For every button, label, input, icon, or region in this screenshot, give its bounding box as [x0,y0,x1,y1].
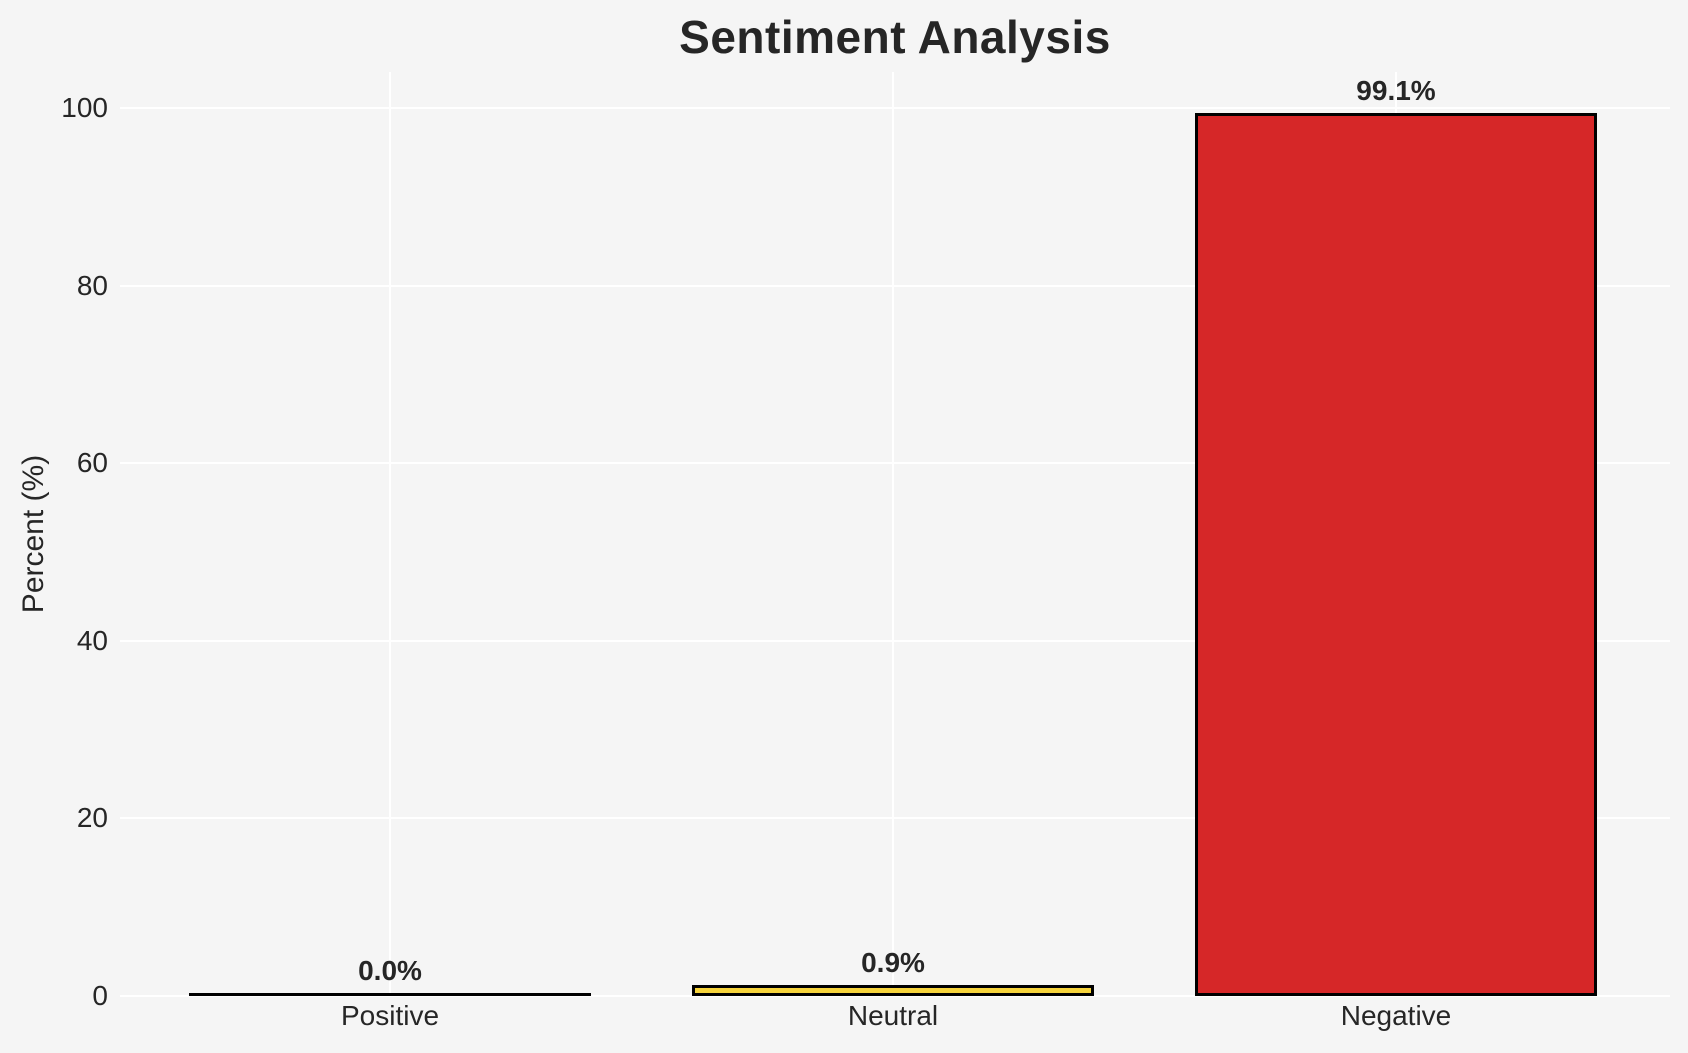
bar-negative [1195,113,1597,996]
y-tick-label: 20 [76,802,108,834]
v-gridline-neutral [892,72,894,996]
y-tick-label: 0 [92,980,108,1011]
x-tick-label-neutral: Neutral [847,1000,939,1031]
h-gridline-0 [120,995,1670,997]
bar-value-label: 0.0% [358,955,422,986]
chart-title: Sentiment Analysis [679,11,1111,63]
bar-value-label: 0.9% [861,947,925,978]
bar-value-label: 99.1% [1356,75,1436,106]
h-gridline-80 [120,284,1670,287]
y-tick-label: 60 [76,447,108,479]
v-gridline-positive [389,72,391,996]
h-gridline-100 [120,107,1670,109]
plot-area: 0.0% 0.9% 99.1% [120,72,1670,997]
y-tick-label: 100 [61,92,108,123]
y-tick-label: 80 [76,269,108,301]
h-gridline-60 [120,462,1670,465]
y-tick-label: 40 [76,624,108,656]
h-gridline-20 [120,817,1670,820]
h-gridline-40 [120,639,1670,642]
x-tick-label-negative: Negative [1340,1000,1452,1031]
bar-positive [189,993,591,996]
x-tick-label-positive: Positive [340,1000,440,1031]
bar-neutral [692,985,1094,996]
